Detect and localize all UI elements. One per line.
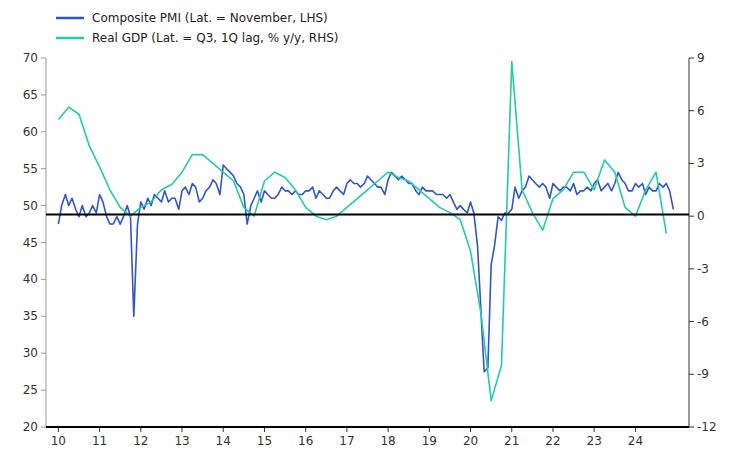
x-tick-label: 16 bbox=[298, 434, 313, 448]
x-tick-label: 18 bbox=[380, 434, 395, 448]
y-tick bbox=[41, 168, 46, 169]
series-line bbox=[58, 62, 666, 401]
y-tick bbox=[41, 205, 46, 206]
y2-tick-label: -6 bbox=[697, 315, 709, 329]
y2-axis-line bbox=[689, 58, 690, 427]
reference-line bbox=[46, 213, 689, 215]
y-tick-label: 70 bbox=[23, 51, 38, 65]
y2-tick-label: -3 bbox=[697, 262, 709, 276]
y2-tick bbox=[689, 110, 694, 111]
y-tick-label: 55 bbox=[23, 162, 38, 176]
x-tick-label: 12 bbox=[133, 434, 148, 448]
plot-area bbox=[46, 62, 689, 401]
y-tick bbox=[41, 58, 46, 59]
x-tick-label: 19 bbox=[422, 434, 437, 448]
y-tick bbox=[41, 390, 46, 391]
y-tick-label: 35 bbox=[23, 309, 38, 323]
legend: Composite PMI (Lat. = November, LHS) Real… bbox=[56, 11, 339, 45]
series-line bbox=[58, 165, 673, 372]
y-tick-label: 30 bbox=[23, 346, 38, 360]
y-tick bbox=[41, 427, 46, 428]
y2-tick-label: -12 bbox=[697, 420, 717, 434]
y-tick-label: 25 bbox=[23, 383, 38, 397]
y2-tick bbox=[689, 374, 694, 375]
legend-label: Composite PMI (Lat. = November, LHS) bbox=[92, 11, 328, 25]
x-tick-label: 21 bbox=[504, 434, 519, 448]
y2-tick-label: 6 bbox=[697, 104, 705, 118]
x-axis-line bbox=[46, 426, 689, 428]
x-tick-label: 10 bbox=[51, 434, 66, 448]
legend-swatch bbox=[56, 37, 84, 40]
y2-tick bbox=[689, 163, 694, 164]
y-tick bbox=[41, 316, 46, 317]
x-tick-label: 23 bbox=[587, 434, 602, 448]
y-tick bbox=[41, 94, 46, 95]
x-tick-label: 17 bbox=[339, 434, 354, 448]
y2-tick bbox=[689, 321, 694, 322]
y-tick-label: 65 bbox=[23, 88, 38, 102]
y2-tick bbox=[689, 427, 694, 428]
y-tick-label: 20 bbox=[23, 420, 38, 434]
y-tick bbox=[41, 353, 46, 354]
y2-tick bbox=[689, 268, 694, 269]
x-tick-label: 15 bbox=[257, 434, 272, 448]
legend-swatch bbox=[56, 17, 84, 20]
y2-tick bbox=[689, 58, 694, 59]
y2-tick bbox=[689, 216, 694, 217]
y-tick-label: 60 bbox=[23, 125, 38, 139]
x-tick-label: 11 bbox=[92, 434, 107, 448]
x-tick-label: 14 bbox=[216, 434, 231, 448]
x-tick-label: 20 bbox=[463, 434, 478, 448]
y2-tick-label: 3 bbox=[697, 156, 705, 170]
y-tick bbox=[41, 279, 46, 280]
x-tick-label: 24 bbox=[628, 434, 643, 448]
chart: 1011121314151617181920212223242025303540… bbox=[0, 0, 737, 457]
y-tick bbox=[41, 242, 46, 243]
x-tick-label: 22 bbox=[545, 434, 560, 448]
y-tick-label: 50 bbox=[23, 199, 38, 213]
y2-tick-label: -9 bbox=[697, 367, 709, 381]
y-tick-label: 45 bbox=[23, 236, 38, 250]
y-tick bbox=[41, 131, 46, 132]
x-tick-label: 13 bbox=[174, 434, 189, 448]
y-tick-label: 40 bbox=[23, 272, 38, 286]
y2-tick-label: 0 bbox=[697, 209, 705, 223]
y2-tick-label: 9 bbox=[697, 51, 705, 65]
legend-label: Real GDP (Lat. = Q3, 1Q lag, % y/y, RHS) bbox=[92, 31, 339, 45]
